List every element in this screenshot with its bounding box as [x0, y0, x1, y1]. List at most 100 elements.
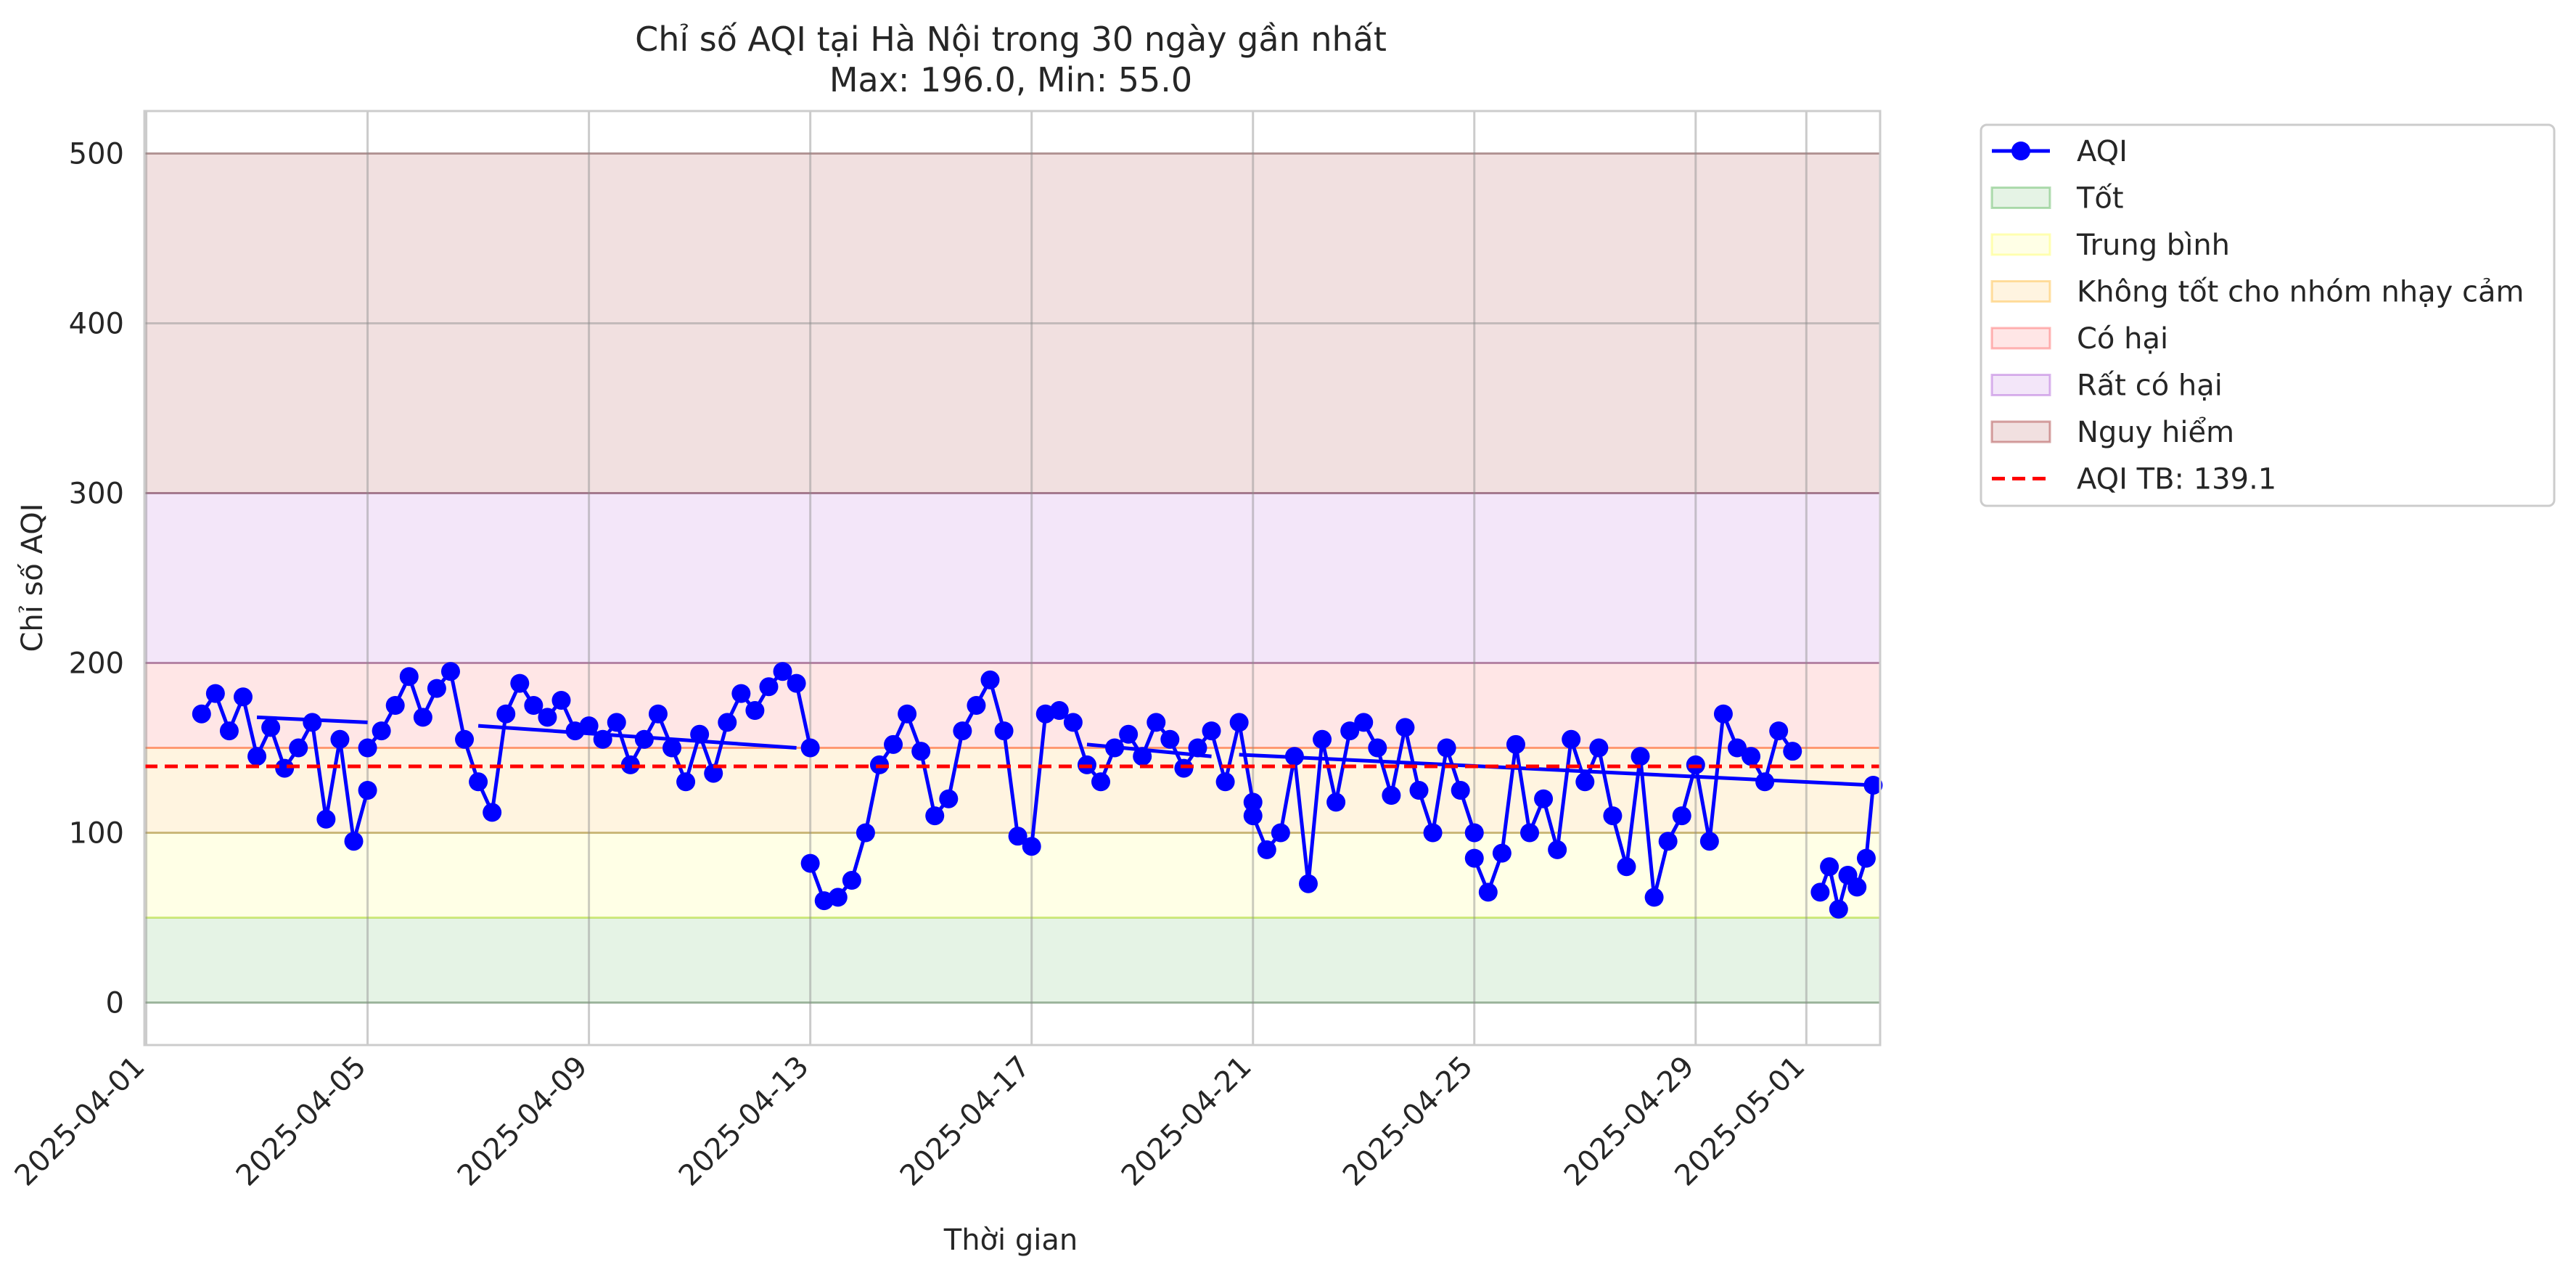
aqi-point	[1506, 734, 1525, 754]
aqi-point	[1215, 772, 1235, 792]
aqi-point	[358, 781, 377, 800]
aqi-point	[1562, 729, 1581, 749]
band-4	[143, 492, 1882, 664]
aqi-point	[1119, 724, 1139, 744]
legend-label: Không tốt cho nhóm nhạy cảm	[2077, 276, 2524, 309]
aqi-point	[663, 738, 682, 758]
aqi-point	[1575, 772, 1595, 792]
y-tick-label: 100	[69, 817, 124, 851]
aqi-point	[1147, 713, 1166, 732]
x-tick-label: 2025-04-05	[230, 1050, 373, 1193]
aqi-point	[316, 809, 336, 829]
aqi-point	[1755, 772, 1775, 792]
chart-title-line1: Chỉ số AQI tại Hà Nội trong 30 ngày gần …	[635, 20, 1387, 59]
aqi-point	[1340, 721, 1360, 741]
aqi-point	[247, 747, 267, 766]
aqi-point	[579, 716, 599, 736]
aqi-point	[275, 758, 295, 778]
legend-label: Trung bình	[2076, 229, 2230, 262]
legend-label: Rất có hại	[2077, 369, 2223, 403]
aqi-point	[1257, 840, 1276, 859]
aqi-point	[1229, 713, 1249, 732]
aqi-point	[1133, 747, 1152, 766]
aqi-point	[219, 721, 239, 741]
legend-band-swatch	[1990, 420, 2051, 443]
aqi-point	[261, 718, 281, 737]
y-tick-label: 0	[106, 987, 124, 1020]
aqi-point	[925, 806, 945, 826]
band-0	[143, 917, 1882, 1004]
aqi-point	[745, 701, 765, 721]
aqi-point	[538, 708, 557, 727]
aqi-point	[1713, 704, 1733, 724]
legend-band-swatch	[1990, 280, 2051, 303]
aqi-point	[1644, 888, 1664, 907]
aqi-point	[1589, 738, 1609, 758]
aqi-point	[1022, 837, 1041, 856]
aqi-point	[1617, 857, 1636, 877]
aqi-point	[1603, 806, 1623, 826]
aqi-point	[510, 673, 530, 693]
aqi-point	[496, 704, 516, 724]
aqi-point	[427, 679, 446, 698]
band-5	[143, 152, 1882, 494]
aqi-point	[1630, 747, 1650, 766]
x-axis-ticks: 2025-04-01 2025-04-05 2025-04-09 2025-04-13…	[9, 1050, 1812, 1193]
aqi-point	[648, 704, 668, 724]
aqi-point	[1243, 806, 1263, 826]
aqi-point	[911, 742, 931, 761]
aqi-point	[1727, 738, 1747, 758]
aqi-point	[1298, 874, 1318, 893]
aqi-point	[1105, 738, 1125, 758]
aqi-point	[358, 738, 377, 758]
aqi-bands	[143, 152, 1882, 1004]
aqi-point	[440, 662, 460, 681]
aqi-point	[413, 708, 432, 727]
aqi-point	[1863, 775, 1883, 795]
aqi-point	[469, 772, 488, 792]
aqi-point	[1829, 899, 1848, 919]
aqi-point	[1699, 832, 1719, 851]
aqi-point	[303, 713, 322, 732]
aqi-point	[731, 684, 751, 703]
aqi-point	[289, 738, 308, 758]
aqi-point	[233, 687, 253, 707]
aqi-point	[607, 713, 626, 732]
aqi-point	[1464, 823, 1484, 843]
aqi-point	[1063, 713, 1083, 732]
aqi-point	[1478, 882, 1498, 902]
aqi-point	[898, 704, 917, 724]
aqi-point	[939, 789, 959, 808]
aqi-point	[1672, 806, 1691, 826]
legend-label: Có hại	[2077, 322, 2168, 356]
legend-label: Nguy hiểm	[2077, 416, 2234, 449]
aqi-point	[676, 772, 696, 792]
legend-band-swatch	[1990, 233, 2051, 256]
legend-label: AQI TB: 139.1	[2077, 463, 2276, 496]
aqi-point	[994, 721, 1014, 741]
aqi-point	[1534, 789, 1554, 808]
aqi-point	[192, 704, 211, 724]
aqi-point	[1820, 857, 1839, 877]
aqi-point	[1243, 792, 1263, 812]
aqi-point	[344, 832, 364, 851]
aqi-point	[1810, 882, 1830, 902]
x-tick-label: 2025-04-17	[894, 1050, 1037, 1193]
aqi-point	[1742, 747, 1761, 766]
aqi-point	[1395, 718, 1415, 737]
aqi-point	[800, 738, 820, 758]
aqi-point	[205, 684, 225, 703]
aqi-point	[828, 888, 848, 907]
aqi-point	[1188, 738, 1207, 758]
aqi-point	[953, 721, 972, 741]
band-1	[143, 832, 1882, 919]
aqi-point	[967, 696, 986, 715]
x-tick-label: 2025-04-01	[9, 1050, 152, 1193]
aqi-point	[718, 713, 737, 732]
aqi-point	[1856, 848, 1876, 868]
aqi-point	[856, 823, 875, 843]
chart-title-line2: Max: 196.0, Min: 55.0	[829, 60, 1192, 99]
aqi-point	[1174, 758, 1194, 778]
aqi-point	[980, 670, 1000, 689]
